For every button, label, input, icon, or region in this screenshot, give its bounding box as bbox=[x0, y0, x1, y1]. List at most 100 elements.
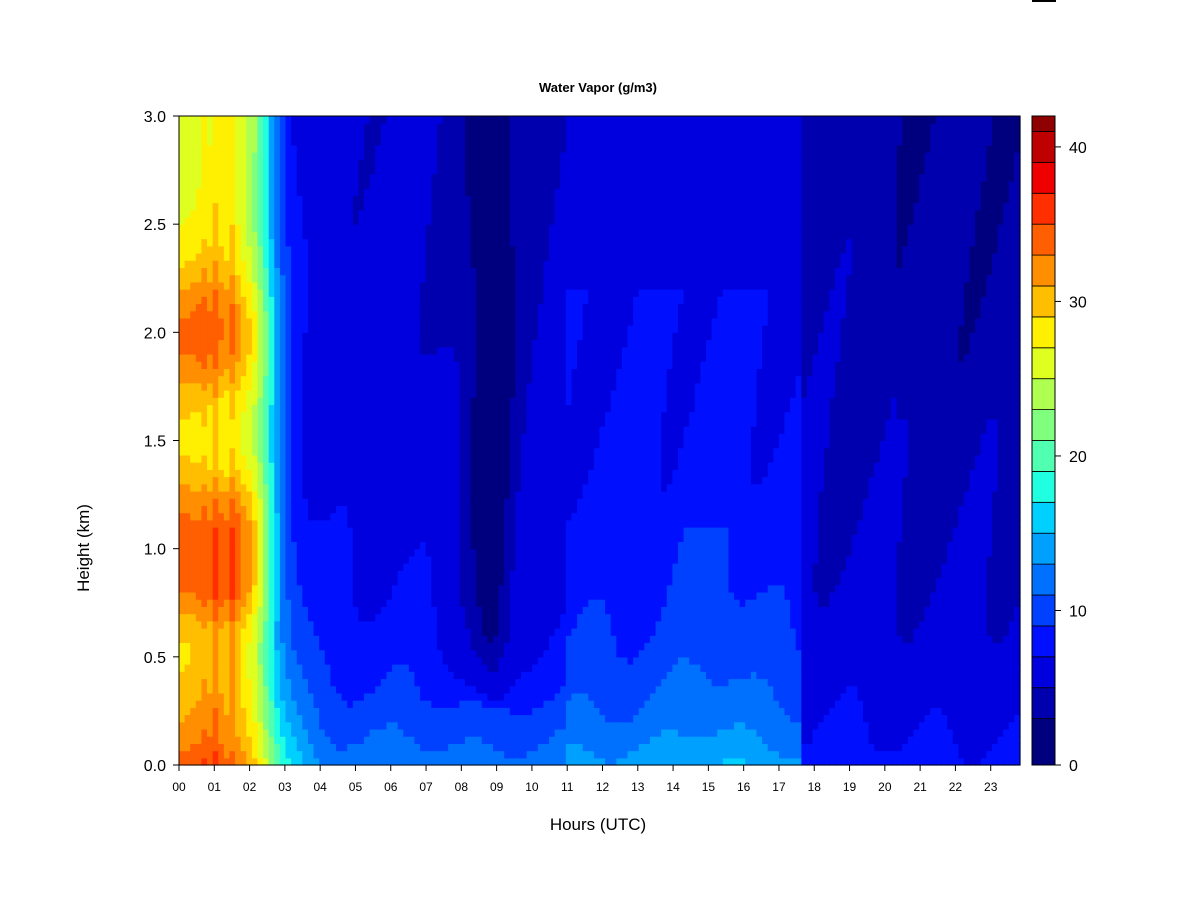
heatmap-cell bbox=[190, 375, 197, 384]
heatmap-cell bbox=[212, 202, 219, 211]
heatmap-cell bbox=[257, 130, 264, 139]
heatmap-cell bbox=[386, 346, 393, 355]
heatmap-cell bbox=[375, 527, 382, 535]
heatmap-cell bbox=[369, 368, 376, 377]
heatmap-cell bbox=[436, 382, 444, 391]
heatmap-cell bbox=[403, 296, 410, 305]
heatmap-cell bbox=[403, 476, 410, 485]
heatmap-cell bbox=[207, 606, 214, 615]
heatmap-cell bbox=[442, 209, 449, 218]
heatmap-cell bbox=[195, 714, 203, 723]
heatmap-cell bbox=[184, 757, 191, 766]
heatmap-cell bbox=[218, 202, 225, 211]
heatmap-cell bbox=[358, 750, 365, 759]
heatmap-cell bbox=[235, 116, 242, 124]
heatmap-cell bbox=[347, 180, 354, 189]
heatmap-cell bbox=[218, 353, 225, 362]
heatmap-cell bbox=[246, 224, 253, 232]
heatmap-cell bbox=[218, 721, 225, 730]
heatmap-cell bbox=[218, 418, 225, 427]
heatmap-cell bbox=[436, 613, 444, 622]
heatmap-cell bbox=[279, 627, 287, 636]
heatmap-cell bbox=[235, 159, 242, 168]
heatmap-cell bbox=[307, 303, 315, 312]
heatmap-cell bbox=[375, 245, 382, 254]
heatmap-cell bbox=[330, 144, 337, 153]
heatmap-cell bbox=[403, 570, 410, 579]
heatmap-cell bbox=[380, 238, 388, 247]
heatmap-cell bbox=[442, 404, 449, 413]
heatmap-cell bbox=[251, 570, 259, 579]
heatmap-cell bbox=[324, 505, 331, 514]
heatmap-cell bbox=[476, 253, 483, 261]
heatmap-cell bbox=[268, 527, 275, 535]
heatmap-cell bbox=[279, 144, 287, 153]
heatmap-cell bbox=[476, 627, 483, 636]
heatmap-cell bbox=[369, 685, 376, 694]
heatmap-cell bbox=[481, 130, 488, 139]
heatmap-cell bbox=[369, 317, 376, 326]
heatmap-cell bbox=[459, 209, 466, 218]
heatmap-cell bbox=[212, 692, 219, 701]
heatmap-cell bbox=[263, 519, 270, 528]
heatmap-cell bbox=[425, 281, 432, 290]
heatmap-cell bbox=[279, 743, 287, 752]
heatmap-cell bbox=[352, 202, 360, 211]
heatmap-cell bbox=[212, 750, 219, 759]
heatmap-cell bbox=[453, 635, 460, 644]
heatmap-cell bbox=[408, 692, 416, 701]
heatmap-cell bbox=[448, 591, 455, 600]
heatmap-cell bbox=[341, 368, 348, 377]
heatmap-cell bbox=[319, 144, 326, 153]
heatmap-cell bbox=[319, 433, 326, 442]
heatmap-cell bbox=[251, 476, 259, 485]
heatmap-cell bbox=[352, 130, 360, 139]
heatmap-cell bbox=[464, 159, 472, 168]
heatmap-cell bbox=[330, 245, 337, 254]
heatmap-cell bbox=[481, 289, 488, 297]
heatmap-cell bbox=[414, 527, 421, 535]
heatmap-cell bbox=[251, 685, 259, 694]
heatmap-cell bbox=[408, 721, 416, 730]
heatmap-cell bbox=[380, 519, 388, 528]
heatmap-cell bbox=[207, 534, 214, 543]
heatmap-cell bbox=[403, 627, 410, 636]
heatmap-cell bbox=[201, 382, 208, 391]
heatmap-cell bbox=[302, 404, 309, 413]
heatmap-cell bbox=[235, 642, 242, 651]
heatmap-cell bbox=[330, 382, 337, 391]
heatmap-cell bbox=[229, 512, 236, 521]
heatmap-cell bbox=[358, 260, 365, 269]
heatmap-cell bbox=[375, 649, 382, 658]
heatmap-cell bbox=[347, 454, 354, 463]
heatmap-cell bbox=[313, 231, 320, 240]
heatmap-cell bbox=[274, 144, 281, 153]
heatmap-cell bbox=[274, 685, 281, 694]
heatmap-cell bbox=[448, 534, 455, 543]
heatmap-cell bbox=[179, 620, 186, 629]
heatmap-cell bbox=[291, 137, 298, 146]
heatmap-cell bbox=[268, 743, 275, 752]
heatmap-cell bbox=[229, 620, 236, 629]
heatmap-cell bbox=[453, 620, 460, 629]
heatmap-cell bbox=[302, 433, 309, 442]
heatmap-cell bbox=[279, 635, 287, 644]
heatmap-cell bbox=[464, 707, 472, 716]
heatmap-cell bbox=[408, 606, 416, 615]
heatmap-cell bbox=[235, 411, 242, 420]
heatmap-cell bbox=[347, 700, 354, 708]
heatmap-cell bbox=[229, 476, 236, 485]
heatmap-cell bbox=[307, 490, 315, 499]
heatmap-cell bbox=[274, 253, 281, 261]
heatmap-cell bbox=[364, 476, 371, 485]
heatmap-cell bbox=[296, 426, 303, 434]
heatmap-cell bbox=[420, 310, 427, 319]
heatmap-cell bbox=[319, 281, 326, 290]
heatmap-cell bbox=[195, 426, 203, 434]
heatmap-cell bbox=[218, 476, 225, 485]
heatmap-cell bbox=[190, 202, 197, 211]
heatmap-cell bbox=[195, 267, 203, 276]
heatmap-cell bbox=[279, 267, 287, 276]
heatmap-cell bbox=[470, 707, 477, 716]
heatmap-cell bbox=[229, 303, 236, 312]
